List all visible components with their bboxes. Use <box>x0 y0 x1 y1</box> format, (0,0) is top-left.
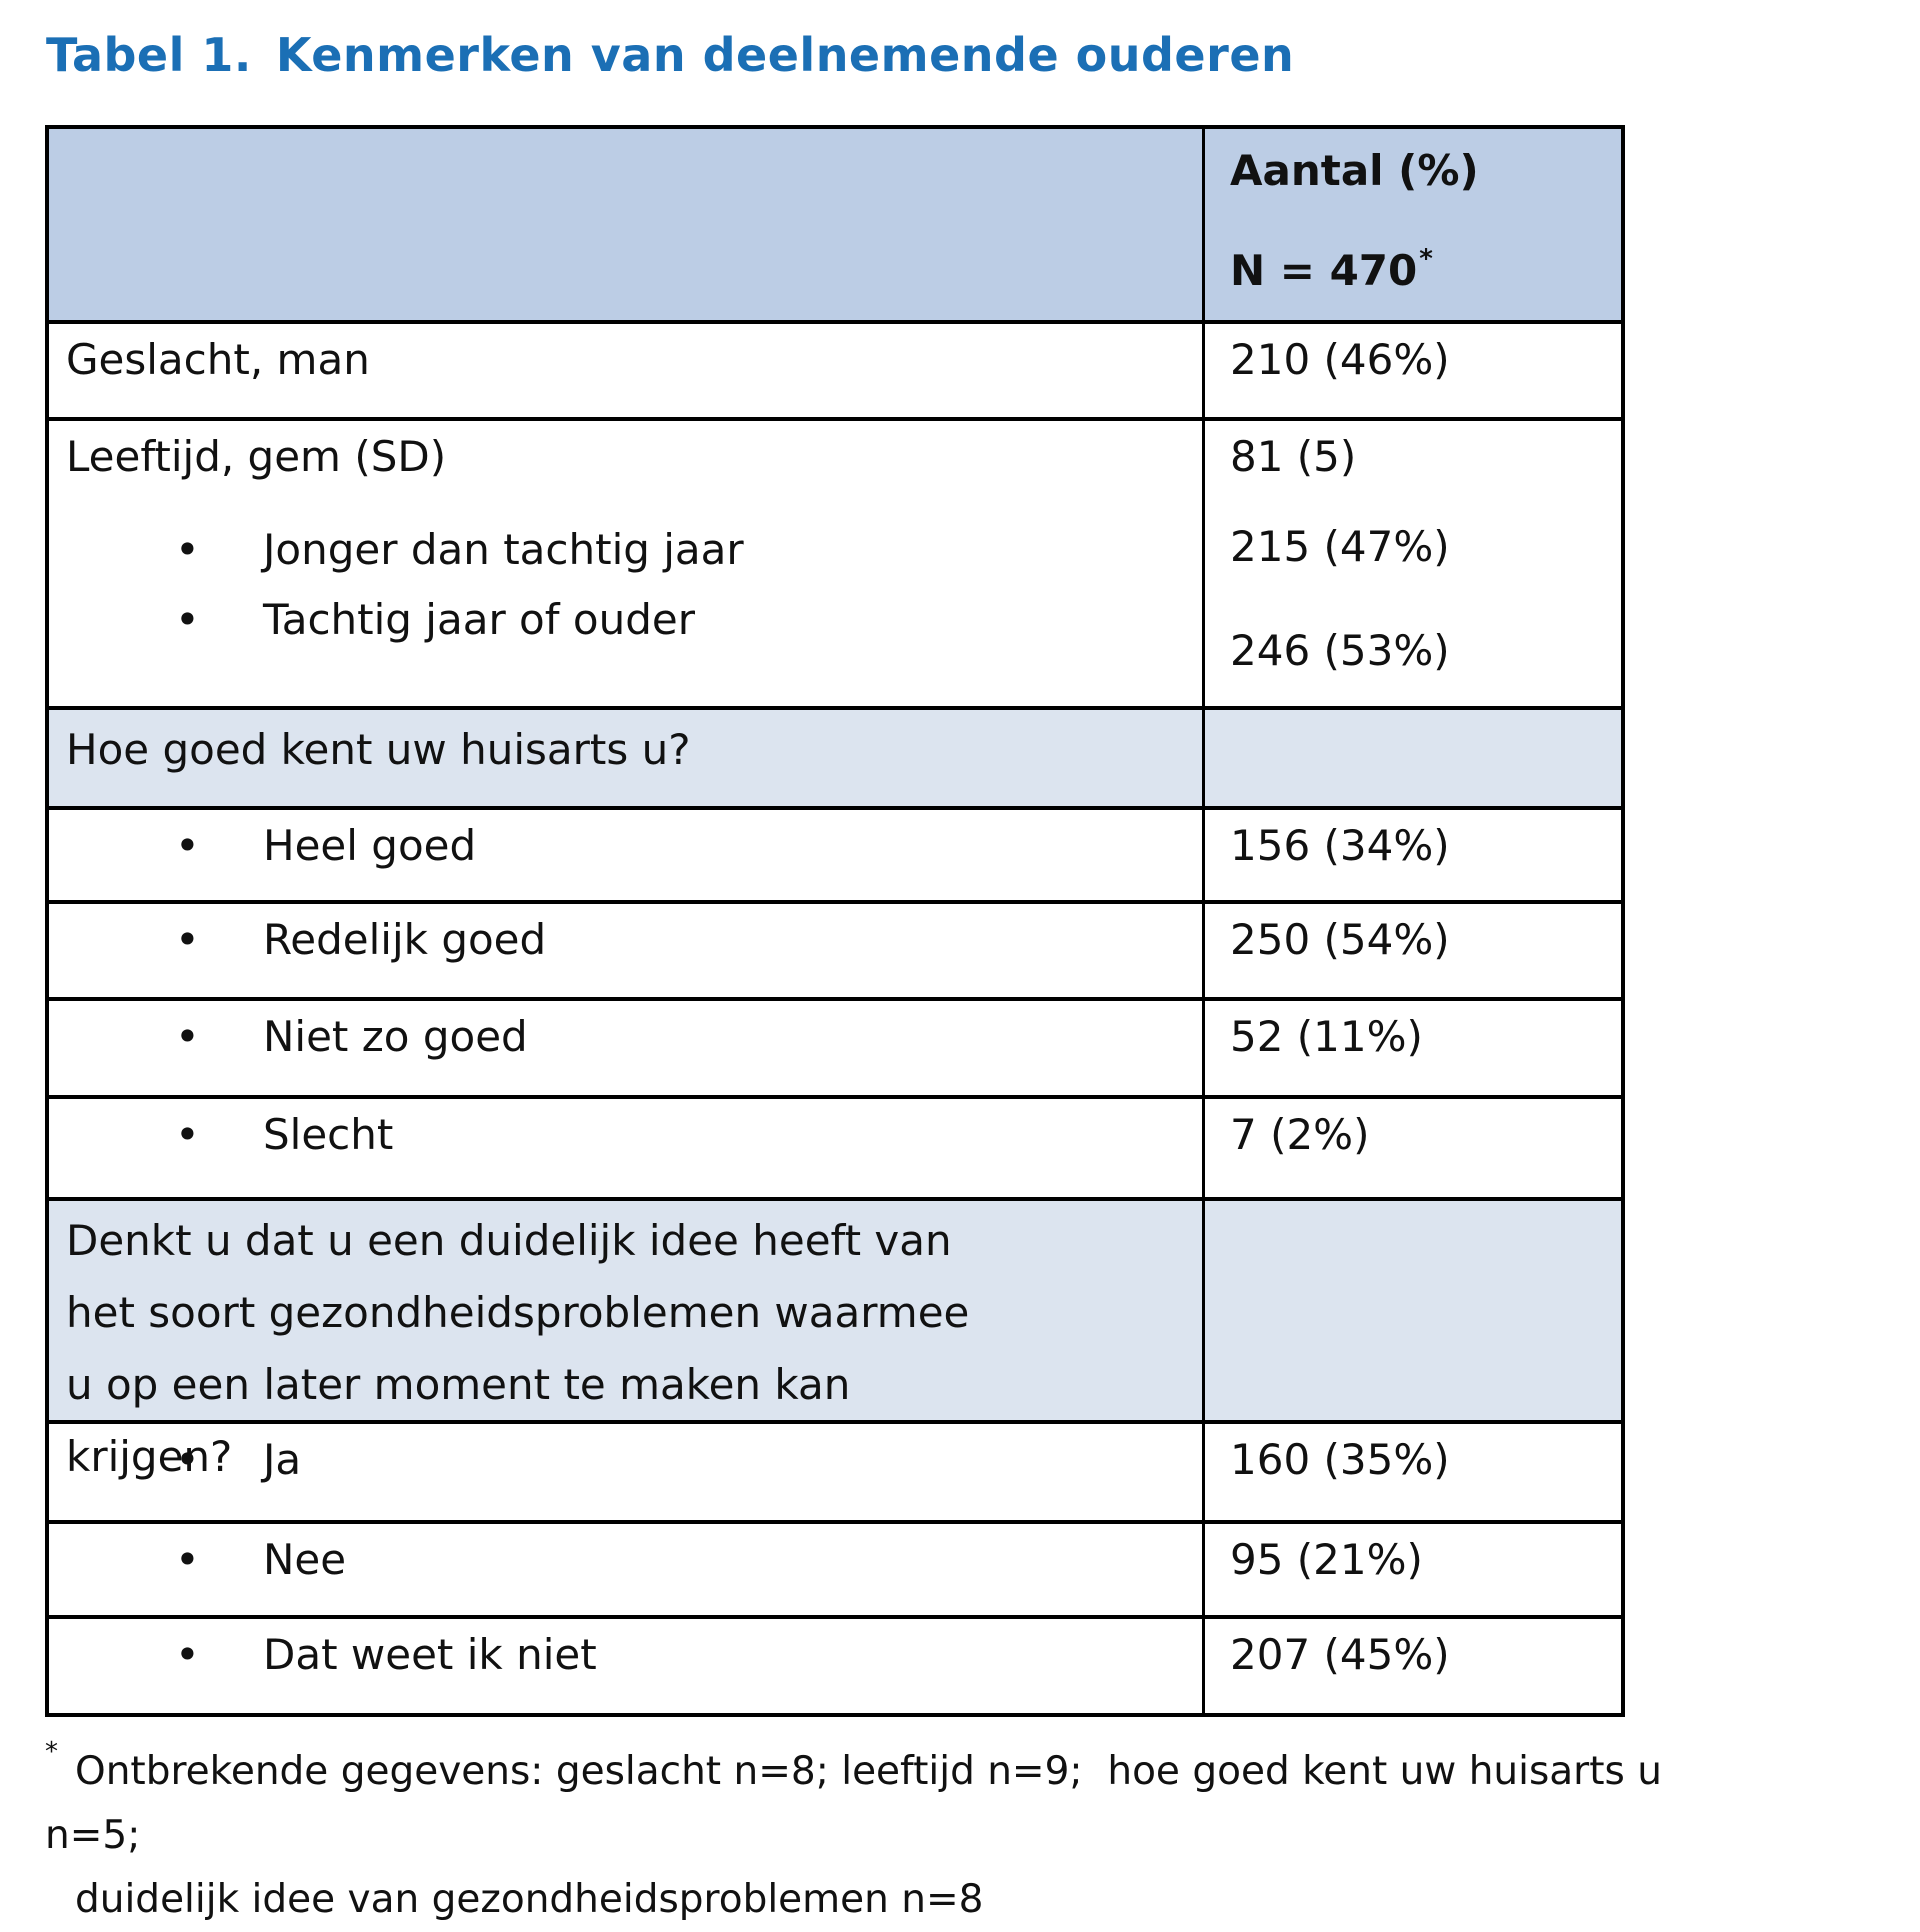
table-row-bullet: • Nee 95 (21%) <box>49 1520 1621 1615</box>
header-n-asterisk: * <box>1419 244 1433 274</box>
row-label-cell: • Redelijk goed <box>49 904 1202 997</box>
row-value-cell: 160 (35%) <box>1202 1424 1621 1520</box>
bullet-icon: • <box>175 595 200 644</box>
bullet-label: Dat weet ik niet <box>263 1630 597 1679</box>
bullet-item: • Niet zo goed <box>66 1013 1182 1061</box>
bullet-icon: • <box>175 915 200 964</box>
table-row-bullet: • Dat weet ik niet 207 (45%) <box>49 1615 1621 1713</box>
row-value-cell: 156 (34%) <box>1202 810 1621 900</box>
bullet-item: • Dat weet ik niet <box>66 1631 1182 1679</box>
row-value: 95 (21%) <box>1230 1535 1423 1584</box>
bullet-label: Heel goed <box>263 821 477 870</box>
bullet-icon: • <box>175 1435 200 1484</box>
bullet-icon: • <box>175 1012 200 1061</box>
row-label-cell: • Slecht <box>49 1099 1202 1197</box>
row-label-cell: • Dat weet ik niet <box>49 1619 1202 1713</box>
row-value: 81 (5) <box>1230 432 1357 481</box>
table-row-section: Hoe goed kent uw huisarts u? <box>49 706 1621 806</box>
bullet-label: Tachtig jaar of ouder <box>263 595 695 644</box>
bullet-icon: • <box>175 821 200 870</box>
footnote-line-1: * Ontbrekende gegevens: geslacht n=8; lee… <box>45 1720 1665 1868</box>
row-label-cell: Hoe goed kent uw huisarts u? <box>49 710 1202 806</box>
bullet-item: • Heel goed <box>66 822 1182 870</box>
header-col-n: N = 470* <box>1230 235 1613 295</box>
row-value: 246 (53%) <box>1230 626 1450 675</box>
row-value: 207 (45%) <box>1230 1630 1450 1679</box>
row-value-cell <box>1202 1201 1621 1420</box>
row-label: Leeftijd, gem (SD) <box>66 432 447 481</box>
bullet-item: • Ja <box>66 1436 1182 1484</box>
table-row-section: Denkt u dat u een duidelijk idee heeft v… <box>49 1197 1621 1481</box>
bullet-item: • Nee <box>66 1536 1182 1584</box>
row-value: 156 (34%) <box>1230 821 1450 870</box>
row-value-cell <box>1202 710 1621 806</box>
row-label-cell: • Niet zo goed <box>49 1001 1202 1095</box>
row-value: 215 (47%) <box>1230 522 1450 571</box>
bullet-item: • Jonger dan tachtig jaar <box>66 526 1182 574</box>
row-value-cell: 210 (46%) <box>1202 324 1621 417</box>
footnote-text-2: duidelijk idee van gezondheidsproblemen … <box>75 1877 984 1922</box>
bullet-label: Redelijk goed <box>263 915 547 964</box>
bullet-label: Nee <box>263 1535 347 1584</box>
table-title-text: Kenmerken van deelnemende ouderen <box>275 28 1295 82</box>
table-row-group: Leeftijd, gem (SD) • Jonger dan tachtig ja… <box>49 417 1621 706</box>
table-footnote: * Ontbrekende gegevens: geslacht n=8; lee… <box>45 1720 1665 1932</box>
row-value-cell: 95 (21%) <box>1202 1524 1621 1615</box>
bullet-item: • Slecht <box>66 1111 1182 1159</box>
row-value-cell: 207 (45%) <box>1202 1619 1621 1713</box>
bullet-label: Niet zo goed <box>263 1012 528 1061</box>
table-row-plain: Geslacht, man 210 (46%) <box>49 320 1621 417</box>
row-label-cell: • Ja <box>49 1424 1202 1520</box>
row-value: 210 (46%) <box>1230 335 1450 384</box>
row-value: 7 (2%) <box>1230 1110 1370 1159</box>
characteristics-table: Aantal (%) N = 470* Geslacht, man 210 (46… <box>45 125 1625 1717</box>
row-value-cell: 81 (5) 215 (47%) 246 (53%) <box>1202 421 1621 706</box>
bullet-label: Slecht <box>263 1110 394 1159</box>
row-value-cell: 7 (2%) <box>1202 1099 1621 1197</box>
row-label-cell: • Nee <box>49 1524 1202 1615</box>
section-question-label: Hoe goed kent uw huisarts u? <box>66 725 691 774</box>
bullet-item: • Redelijk goed <box>66 916 1182 964</box>
bullet-icon: • <box>175 1110 200 1159</box>
row-label-cell: • Heel goed <box>49 810 1202 900</box>
footnote-asterisk: * <box>45 1737 58 1767</box>
row-value: 160 (35%) <box>1230 1435 1450 1484</box>
table-row-bullet: • Redelijk goed 250 (54%) <box>49 900 1621 997</box>
row-label-cell: Leeftijd, gem (SD) • Jonger dan tachtig ja… <box>49 421 1202 706</box>
row-value-cell: 52 (11%) <box>1202 1001 1621 1095</box>
header-value-cell: Aantal (%) N = 470* <box>1202 129 1621 320</box>
table-row-bullet: • Ja 160 (35%) <box>49 1420 1621 1520</box>
row-value: 52 (11%) <box>1230 1012 1423 1061</box>
page-title: Tabel 1. Kenmerken van deelnemende oudere… <box>46 28 1294 82</box>
section-question-label: Denkt u dat u een duidelijk idee heeft v… <box>66 1216 970 1481</box>
row-label: Geslacht, man <box>66 335 370 384</box>
bullet-label: Ja <box>263 1435 302 1484</box>
footnote-text-1: Ontbrekende gegevens: geslacht n=8; leef… <box>45 1749 1675 1858</box>
table-row-bullet: • Niet zo goed 52 (11%) <box>49 997 1621 1095</box>
bullet-icon: • <box>175 525 200 574</box>
bullet-icon: • <box>175 1535 200 1584</box>
row-value: 250 (54%) <box>1230 915 1450 964</box>
table-row-bullet: • Slecht 7 (2%) <box>49 1095 1621 1197</box>
row-value-cell: 250 (54%) <box>1202 904 1621 997</box>
table-number-label: Tabel 1. <box>46 28 252 82</box>
row-label-cell: Denkt u dat u een duidelijk idee heeft v… <box>49 1201 1202 1481</box>
header-n-text: N = 470 <box>1230 246 1418 295</box>
header-empty-cell <box>49 129 1202 320</box>
bullet-icon: • <box>175 1630 200 1679</box>
table-row-bullet: • Heel goed 156 (34%) <box>49 806 1621 900</box>
header-col-aantal: Aantal (%) <box>1230 146 1479 195</box>
table-header-row: Aantal (%) N = 470* <box>49 129 1621 320</box>
bullet-label: Jonger dan tachtig jaar <box>263 525 744 574</box>
bullet-item: • Tachtig jaar of ouder <box>66 596 1182 644</box>
row-label-cell: Geslacht, man <box>49 324 1202 417</box>
table-body: Geslacht, man 210 (46%) Leeftijd, gem (SD)… <box>49 320 1621 1713</box>
